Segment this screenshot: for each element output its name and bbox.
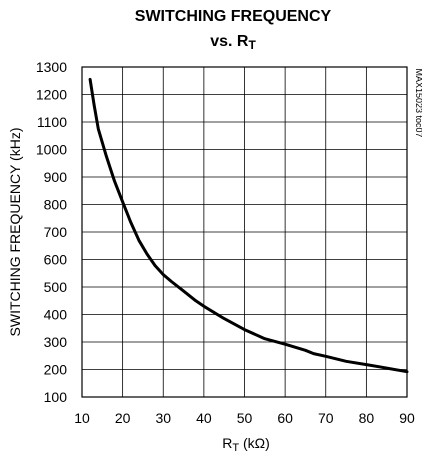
y-tick-label: 1000: [36, 142, 67, 158]
x-tick-label: 30: [155, 410, 171, 426]
grid: [81, 66, 408, 398]
x-tick-label: 90: [399, 410, 415, 426]
chart-title-line2: vs. RT: [210, 33, 256, 52]
y-tick-label: 500: [44, 279, 68, 295]
y-tick-label: 900: [44, 169, 68, 185]
plot-frame: [81, 66, 408, 398]
y-tick-label: 1100: [37, 114, 67, 130]
figure-id-note: MAX15023 toc07: [414, 68, 422, 137]
x-tick-label: 70: [318, 410, 334, 426]
x-tick-labels: 10 20 30 40 50 60 70 80 90: [74, 410, 415, 426]
y-tick-label: 600: [44, 252, 68, 268]
y-tick-label: 400: [44, 307, 68, 323]
y-tick-label: 700: [44, 224, 68, 240]
chart-title-line1: SWITCHING FREQUENCY: [135, 8, 332, 25]
x-tick-label: 50: [237, 410, 253, 426]
y-tick-label: 1200: [36, 87, 67, 103]
x-tick-label: 40: [196, 410, 212, 426]
x-tick-label: 60: [277, 410, 293, 426]
y-tick-label: 1300: [36, 59, 67, 75]
y-axis-label: SWITCHING FREQUENCY (kHz): [7, 128, 23, 337]
series-line: [88, 77, 409, 374]
y-tick-label: 800: [44, 197, 68, 213]
x-tick-label: 80: [359, 410, 375, 426]
y-tick-labels: 100 200 300 400 500 600 700 800 900 1000 1100 1200 1…: [36, 59, 67, 405]
y-tick-label: 200: [44, 362, 68, 378]
series-group: [88, 77, 409, 374]
y-tick-label: 100: [44, 389, 68, 405]
x-tick-label: 20: [115, 410, 131, 426]
x-axis-label: RT (kΩ): [222, 435, 270, 454]
x-tick-label: 10: [74, 410, 90, 426]
y-tick-label: 300: [44, 334, 68, 350]
